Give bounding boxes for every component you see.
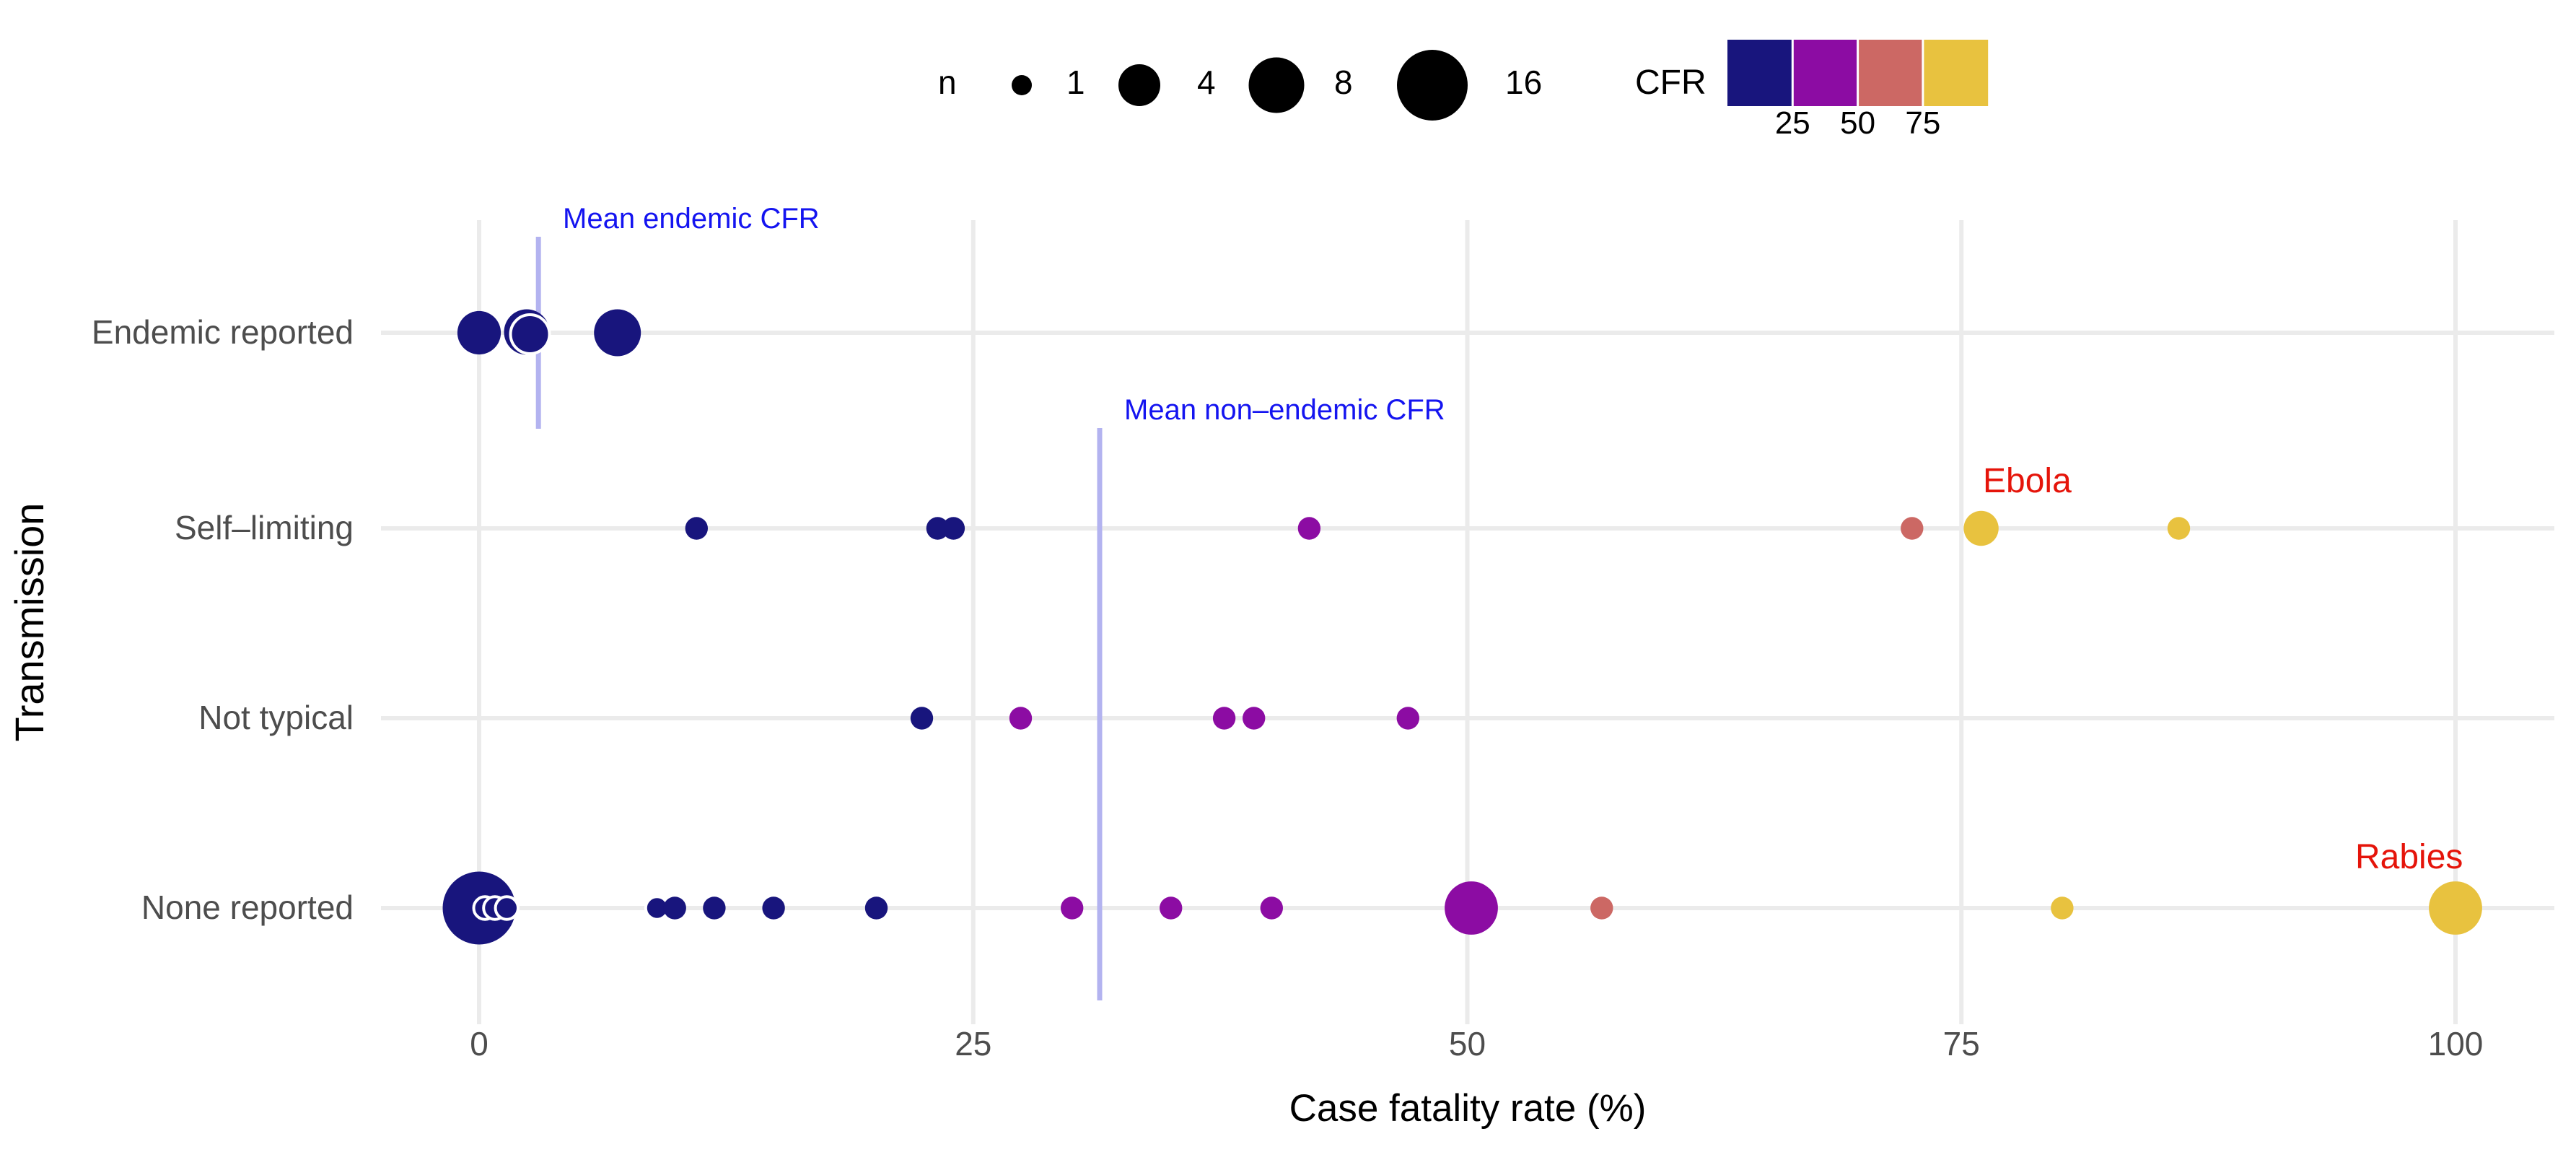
svg-text:50: 50 bbox=[1449, 1025, 1486, 1062]
svg-text:75: 75 bbox=[1905, 105, 1940, 141]
svg-text:CFR: CFR bbox=[1635, 64, 1707, 102]
svg-text:Mean endemic CFR: Mean endemic CFR bbox=[563, 203, 820, 235]
svg-text:Mean non–endemic CFR: Mean non–endemic CFR bbox=[1124, 394, 1445, 426]
svg-text:1: 1 bbox=[1066, 64, 1085, 101]
svg-text:16: 16 bbox=[1505, 64, 1542, 101]
svg-text:50: 50 bbox=[1840, 105, 1875, 141]
svg-text:Case fatality rate (%): Case fatality rate (%) bbox=[1289, 1087, 1647, 1130]
svg-text:100: 100 bbox=[2428, 1025, 2484, 1062]
svg-text:Ebola: Ebola bbox=[1983, 462, 2072, 500]
svg-text:0: 0 bbox=[470, 1025, 489, 1062]
svg-text:n: n bbox=[938, 64, 957, 101]
svg-text:Not typical: Not typical bbox=[198, 699, 354, 736]
svg-text:25: 25 bbox=[955, 1025, 991, 1062]
svg-text:8: 8 bbox=[1334, 64, 1353, 101]
svg-text:Endemic reported: Endemic reported bbox=[92, 313, 354, 351]
svg-text:Self–limiting: Self–limiting bbox=[175, 509, 354, 546]
svg-text:Transmission: Transmission bbox=[6, 503, 52, 742]
svg-text:Rabies: Rabies bbox=[2355, 838, 2463, 876]
svg-text:25: 25 bbox=[1775, 105, 1810, 141]
svg-text:4: 4 bbox=[1197, 64, 1216, 101]
svg-text:None reported: None reported bbox=[141, 889, 354, 926]
svg-text:75: 75 bbox=[1943, 1025, 1980, 1062]
